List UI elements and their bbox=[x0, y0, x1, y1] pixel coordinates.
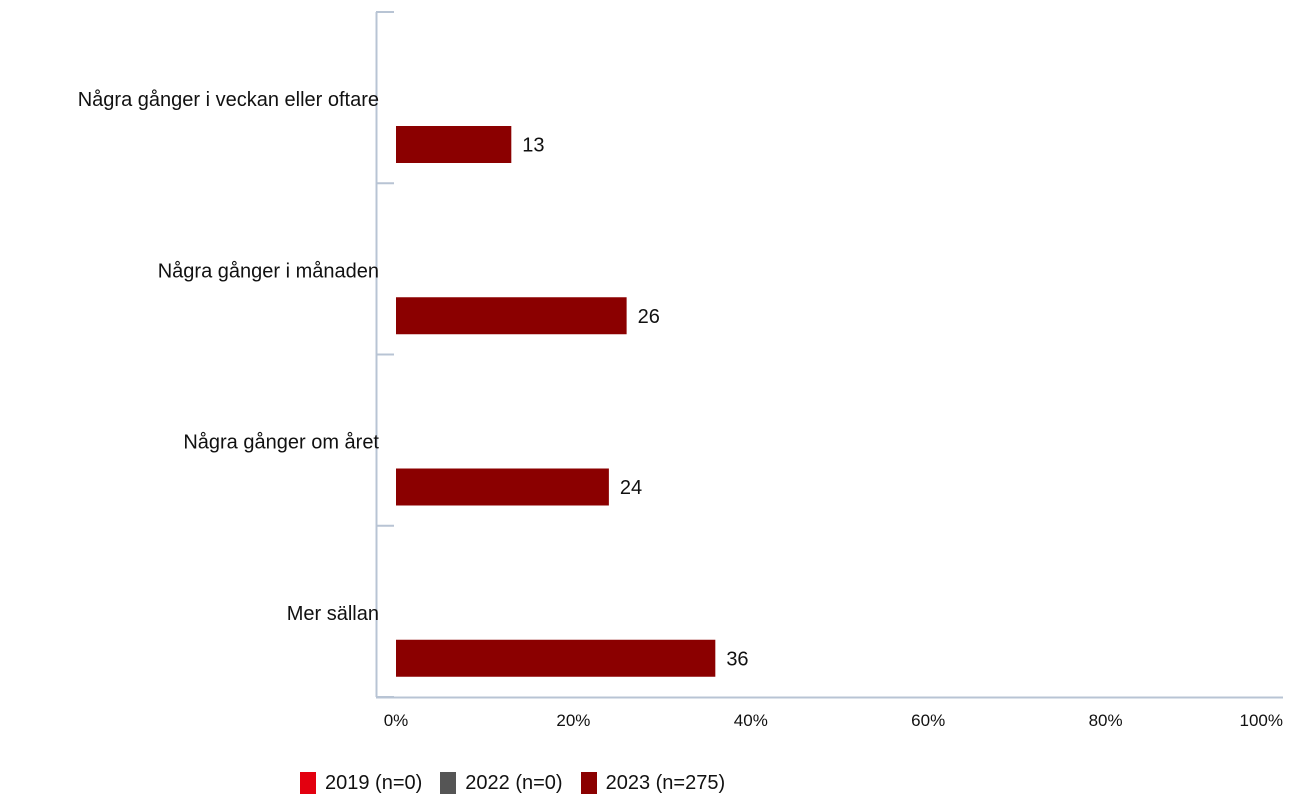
x-tick-label: 80% bbox=[1089, 711, 1123, 730]
data-label: 36 bbox=[726, 648, 748, 670]
legend: 2019 (n=0) 2022 (n=0) 2023 (n=275) bbox=[300, 768, 725, 798]
legend-label: 2023 (n=275) bbox=[605, 771, 726, 794]
bar bbox=[396, 297, 627, 335]
x-tick-label: 20% bbox=[556, 711, 590, 730]
x-tick-label: 0% bbox=[384, 711, 409, 730]
legend-swatch bbox=[440, 772, 457, 794]
bars: 13 26 24 36 bbox=[396, 126, 749, 677]
category-label: Några gånger i månaden bbox=[158, 260, 379, 282]
data-label: 24 bbox=[620, 477, 642, 499]
legend-swatch bbox=[300, 772, 316, 794]
legend-item: 2019 (n=0) bbox=[300, 772, 422, 795]
category-axis: Några gånger i veckan eller oftare Några … bbox=[78, 11, 394, 698]
category-label: Några gånger om året bbox=[183, 432, 379, 454]
legend-swatch bbox=[580, 772, 597, 794]
bar bbox=[396, 468, 609, 506]
category-label: Några gånger i veckan eller oftare bbox=[78, 89, 379, 111]
x-tick-label: 60% bbox=[911, 711, 945, 730]
bar-chart: Några gånger i veckan eller oftare Några … bbox=[78, 11, 1283, 730]
legend-item: 2023 (n=275) bbox=[580, 771, 726, 795]
value-axis: 0% 20% 40% 60% 80% 100% bbox=[376, 696, 1283, 730]
x-tick-label: 40% bbox=[734, 711, 768, 730]
bar bbox=[396, 639, 716, 677]
category-label: Mer sällan bbox=[287, 603, 379, 625]
data-label: 26 bbox=[638, 306, 660, 328]
legend-label: 2022 (n=0) bbox=[465, 771, 563, 794]
legend-label: 2019 (n=0) bbox=[325, 771, 423, 794]
data-label: 13 bbox=[522, 135, 544, 157]
legend-item: 2022 (n=0) bbox=[440, 771, 563, 795]
x-tick-label: 100% bbox=[1240, 711, 1283, 730]
bar bbox=[396, 126, 512, 163]
